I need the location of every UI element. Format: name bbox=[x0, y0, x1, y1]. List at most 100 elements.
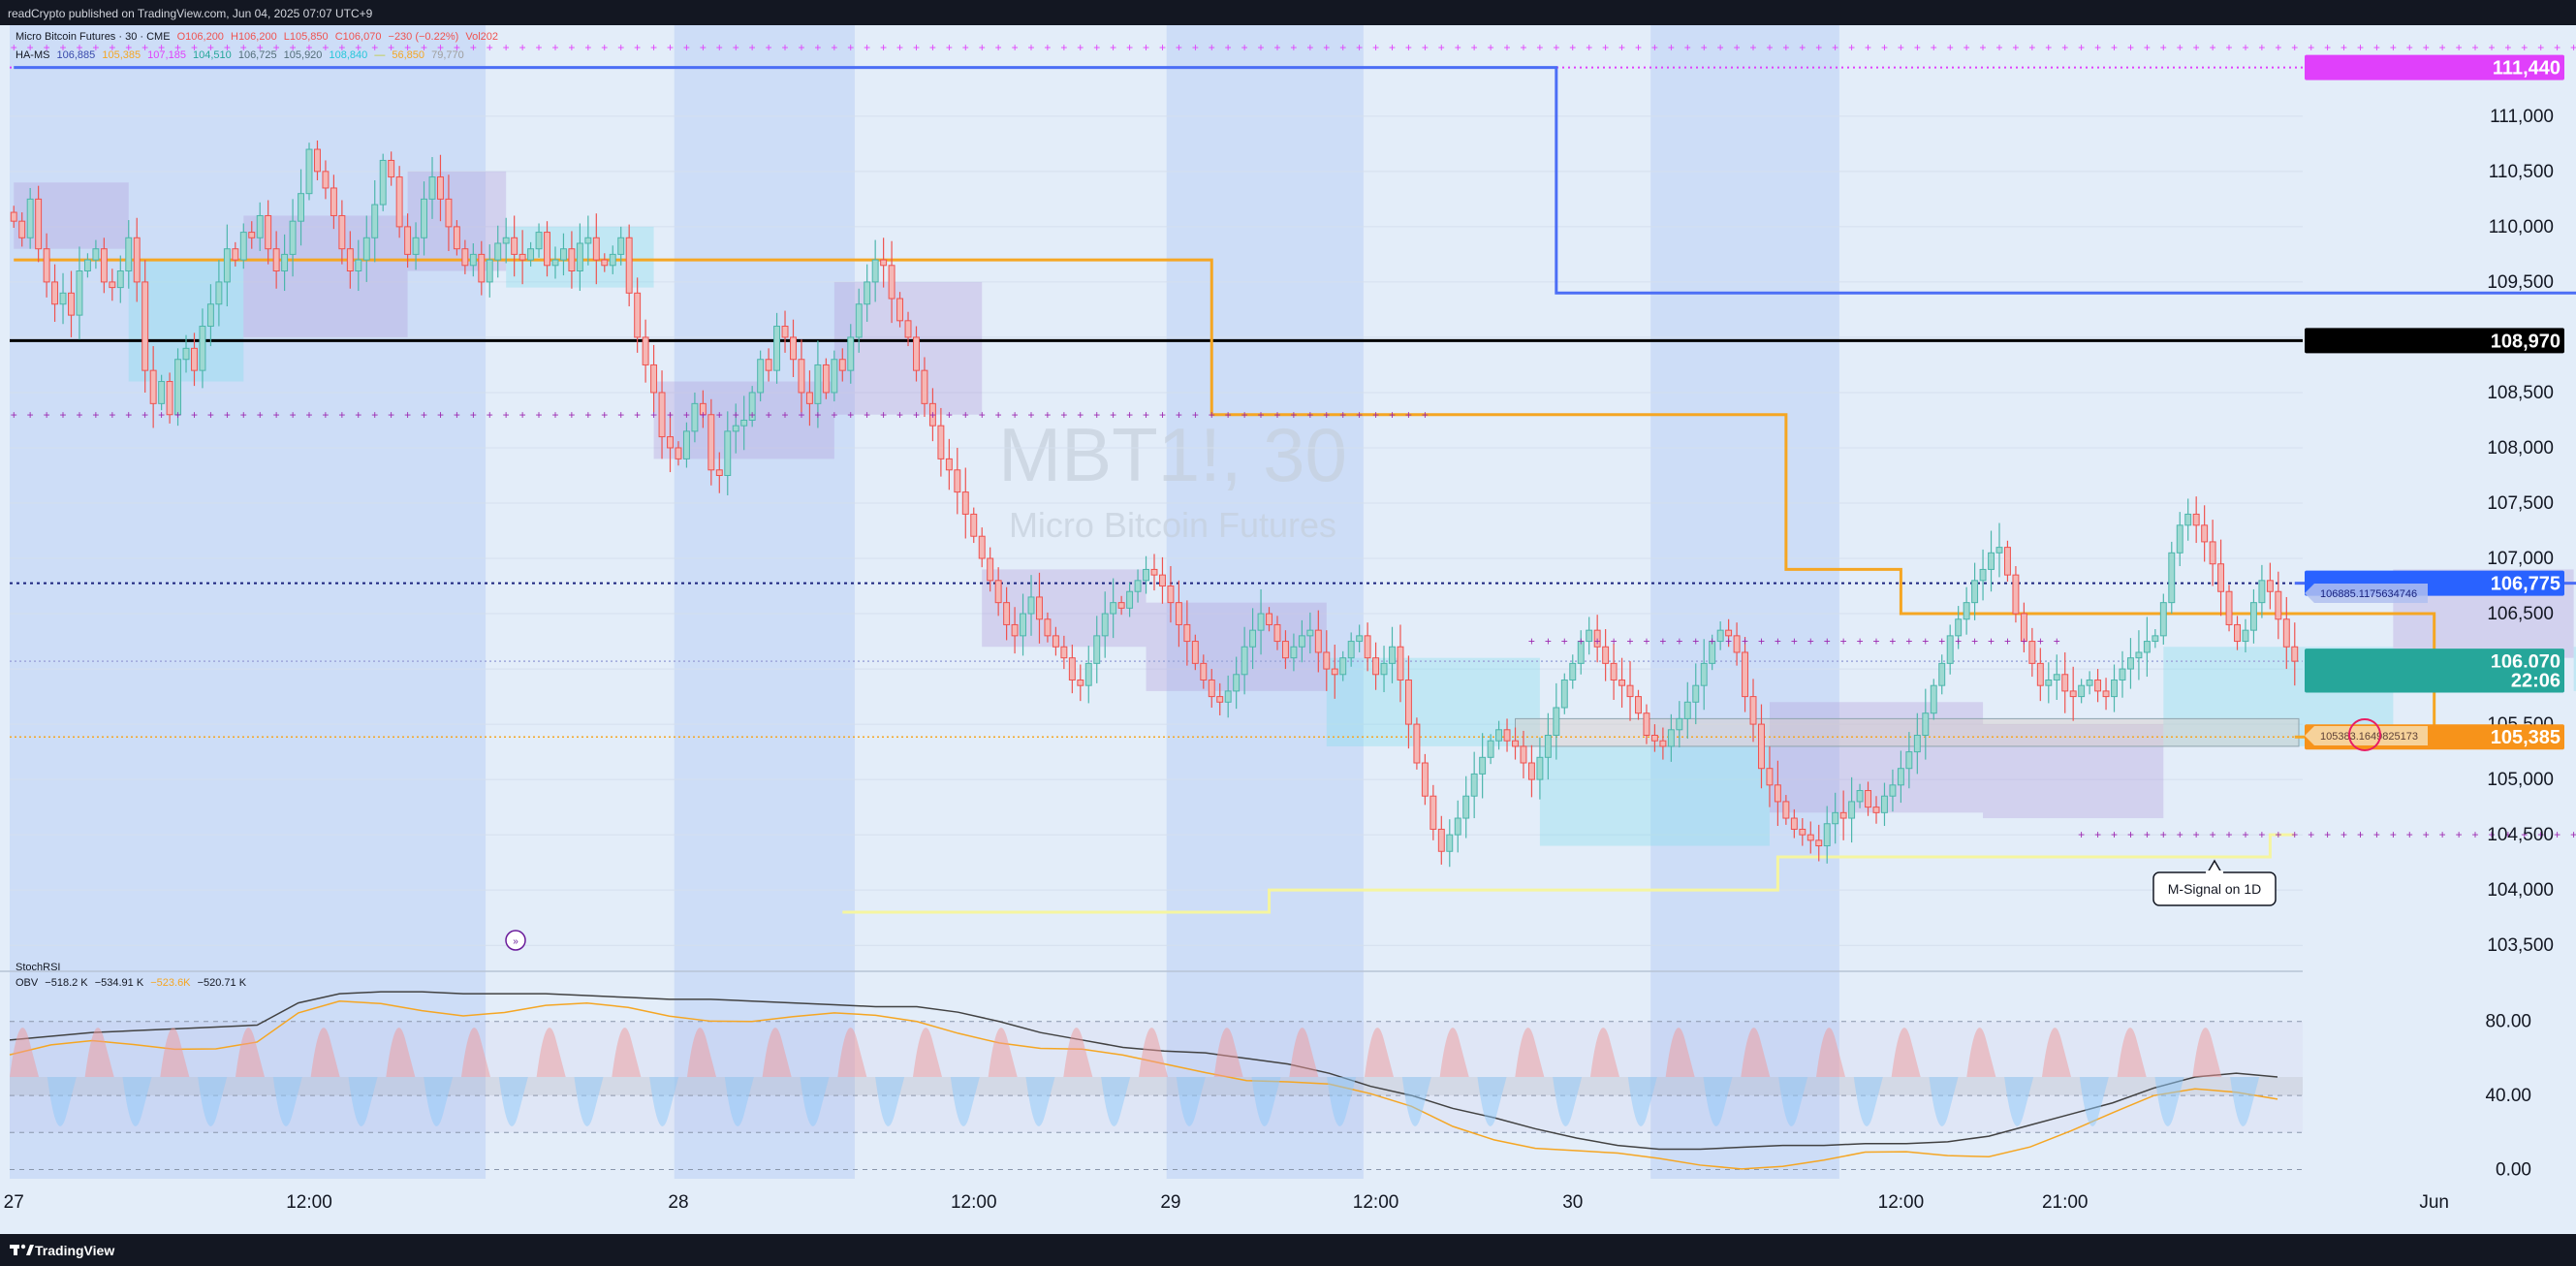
yellow-step-line[interactable] bbox=[842, 833, 2295, 914]
candle-body[interactable] bbox=[1454, 817, 1461, 836]
candle-body[interactable] bbox=[888, 265, 895, 300]
candle-body[interactable] bbox=[1988, 552, 1995, 570]
candle-body[interactable] bbox=[1347, 641, 1355, 659]
price-badge[interactable] bbox=[2305, 328, 2564, 354]
candle-body[interactable] bbox=[2291, 646, 2299, 662]
candle-body[interactable] bbox=[1930, 684, 1937, 714]
candle-body[interactable] bbox=[1553, 707, 1560, 737]
candle-body[interactable] bbox=[2053, 674, 2060, 680]
candle-body[interactable] bbox=[1848, 801, 1856, 819]
candle-body[interactable] bbox=[1241, 646, 1248, 676]
candle-body[interactable] bbox=[994, 580, 1002, 604]
candle-body[interactable] bbox=[896, 298, 904, 322]
candle-body[interactable] bbox=[2078, 684, 2086, 698]
candle-body[interactable] bbox=[1200, 662, 1208, 680]
candle-body[interactable] bbox=[2242, 629, 2249, 643]
candle-body[interactable] bbox=[715, 469, 723, 476]
candle-body[interactable] bbox=[790, 336, 797, 361]
candle-body[interactable] bbox=[76, 270, 83, 316]
candle-body[interactable] bbox=[642, 336, 649, 365]
candle-body[interactable] bbox=[330, 187, 337, 216]
candle-body[interactable] bbox=[1946, 635, 1954, 664]
hams-legend[interactable]: HA-MS 106,885 105,385 107,185 104,510 10… bbox=[16, 49, 468, 61]
candle-body[interactable] bbox=[59, 292, 67, 305]
candle-body[interactable] bbox=[1683, 701, 1691, 719]
candle-body[interactable] bbox=[1733, 635, 1741, 653]
candle-body[interactable] bbox=[1995, 547, 2003, 554]
candle-body[interactable] bbox=[1774, 784, 1781, 803]
candle-body[interactable] bbox=[1421, 762, 1429, 797]
candle-body[interactable] bbox=[461, 248, 469, 267]
candle-body[interactable] bbox=[1249, 629, 1257, 648]
candle-body[interactable] bbox=[1856, 790, 1864, 803]
candle-body[interactable] bbox=[1446, 834, 1454, 852]
candle-body[interactable] bbox=[1397, 646, 1404, 680]
candle-body[interactable] bbox=[928, 402, 936, 427]
replay-icon[interactable]: » bbox=[505, 930, 526, 951]
blue-step-line[interactable] bbox=[14, 66, 2576, 586]
candle-body[interactable] bbox=[1749, 696, 1757, 725]
candle-body[interactable] bbox=[1044, 618, 1052, 637]
candle-body[interactable] bbox=[2020, 613, 2027, 643]
candle-body[interactable] bbox=[469, 253, 477, 267]
candle-body[interactable] bbox=[773, 326, 781, 371]
candle-body[interactable] bbox=[864, 281, 871, 305]
candle-body[interactable] bbox=[2192, 513, 2200, 526]
candle-body[interactable] bbox=[511, 237, 518, 255]
candle-body[interactable] bbox=[1404, 679, 1412, 725]
candle-body[interactable] bbox=[1126, 590, 1134, 609]
candle-body[interactable] bbox=[667, 436, 674, 449]
candle-body[interactable] bbox=[404, 226, 412, 255]
candle-body[interactable] bbox=[379, 159, 387, 206]
candle-body[interactable] bbox=[1716, 629, 1724, 643]
candle-body[interactable] bbox=[100, 248, 108, 283]
candle-body[interactable] bbox=[305, 148, 313, 195]
candle-body[interactable] bbox=[281, 253, 289, 271]
candle-body[interactable] bbox=[2094, 679, 2102, 692]
candle-body[interactable] bbox=[781, 326, 789, 338]
candle-body[interactable] bbox=[2086, 679, 2093, 686]
alert-circle[interactable] bbox=[2348, 718, 2381, 751]
candle-body[interactable] bbox=[1011, 623, 1019, 637]
candle-body[interactable] bbox=[1429, 795, 1437, 830]
candle-body[interactable] bbox=[1389, 646, 1396, 664]
candle-body[interactable] bbox=[1806, 834, 1814, 841]
candle-body[interactable] bbox=[265, 214, 272, 250]
candle-body[interactable] bbox=[699, 402, 707, 416]
candle-body[interactable] bbox=[248, 232, 256, 238]
candle-body[interactable] bbox=[26, 198, 34, 238]
candle-body[interactable] bbox=[1569, 662, 1577, 680]
candle-body[interactable] bbox=[1110, 602, 1117, 615]
candle-body[interactable] bbox=[1257, 613, 1265, 631]
candle-body[interactable] bbox=[1913, 735, 1921, 753]
candle-body[interactable] bbox=[1650, 735, 1658, 742]
candle-body[interactable] bbox=[158, 381, 166, 404]
candle-body[interactable] bbox=[1183, 623, 1191, 643]
candle-body[interactable] bbox=[2003, 547, 2011, 576]
candle-body[interactable] bbox=[1536, 756, 1544, 780]
candle-body[interactable] bbox=[1832, 811, 1839, 825]
candle-body[interactable] bbox=[272, 248, 280, 271]
candle-body[interactable] bbox=[592, 237, 600, 261]
candle-body[interactable] bbox=[133, 237, 141, 283]
candle-body[interactable] bbox=[707, 414, 715, 471]
candle-body[interactable] bbox=[2045, 679, 2053, 686]
tradingview-logo-icon[interactable] bbox=[10, 1242, 56, 1257]
candle-body[interactable] bbox=[855, 303, 863, 338]
chart-svg[interactable]: MBT1!, 30 Micro Bitcoin Futures + + + + + + + +… bbox=[0, 25, 2576, 1234]
candle-body[interactable] bbox=[1938, 662, 1946, 686]
candle-body[interactable] bbox=[1618, 679, 1626, 686]
candle-body[interactable] bbox=[412, 237, 420, 255]
price-badge[interactable] bbox=[2305, 54, 2564, 80]
candle-body[interactable] bbox=[1659, 740, 1667, 747]
candle-body[interactable] bbox=[1208, 679, 1215, 698]
candle-body[interactable] bbox=[1782, 801, 1790, 819]
candle-body[interactable] bbox=[1093, 635, 1101, 664]
candle-body[interactable] bbox=[2225, 590, 2233, 625]
candle-body[interactable] bbox=[904, 320, 912, 338]
candle-body[interactable] bbox=[1068, 657, 1076, 680]
candle-body[interactable] bbox=[650, 364, 658, 394]
candle-body[interactable] bbox=[1799, 828, 1806, 836]
candle-body[interactable] bbox=[109, 281, 116, 289]
candle-body[interactable] bbox=[544, 232, 550, 267]
